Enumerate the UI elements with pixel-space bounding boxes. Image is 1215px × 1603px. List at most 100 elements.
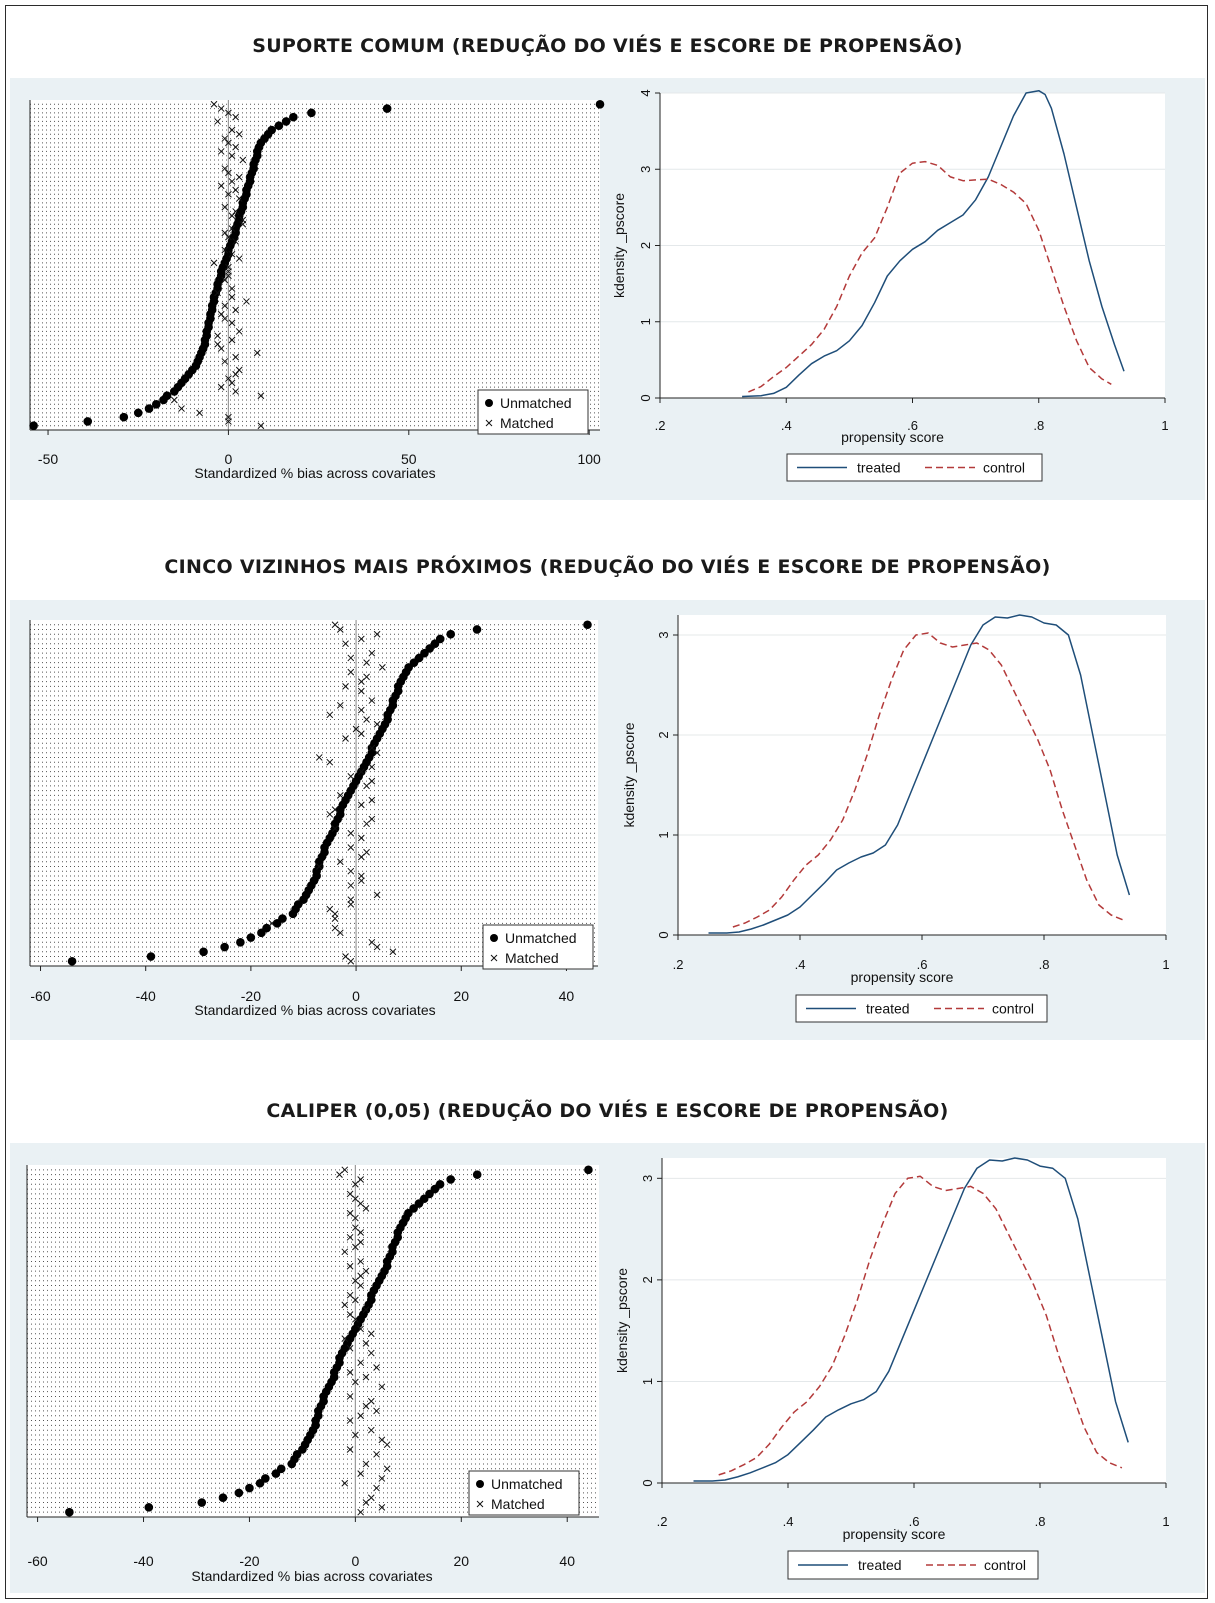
- matched-point: [378, 1504, 386, 1511]
- y-tick-label: 4: [638, 89, 653, 96]
- matched-point: [362, 1340, 370, 1347]
- matched-point-stroke: [347, 773, 355, 780]
- matched-point-stroke: [362, 1267, 370, 1275]
- matched-point: [221, 358, 229, 365]
- matched-point: [363, 782, 370, 790]
- matched-point-stroke: [210, 100, 218, 108]
- x-axis-label: Standardized % bias across covariates: [194, 1002, 435, 1018]
- matched-point-stroke: [362, 1306, 370, 1314]
- matched-point-stroke: [389, 948, 397, 956]
- x-tick-label: -60: [27, 1553, 47, 1569]
- matched-point-stroke: [357, 1272, 365, 1280]
- matched-point: [346, 1291, 354, 1299]
- matched-point-stroke: [257, 422, 265, 430]
- matched-point: [257, 392, 265, 400]
- x-tick-label: -20: [239, 1553, 259, 1569]
- matched-point-stroke: [363, 820, 370, 828]
- matched-point-stroke: [235, 130, 243, 138]
- matched-point: [357, 872, 365, 880]
- unmatched-point: [199, 947, 208, 957]
- matched-point: [210, 259, 218, 267]
- x-tick-label: .4: [795, 957, 806, 972]
- matched-point: [357, 1229, 365, 1236]
- matched-point-stroke: [352, 1214, 359, 1222]
- matched-point: [362, 1460, 370, 1468]
- legend-matched-label: Matched: [491, 1496, 545, 1512]
- matched-point: [347, 896, 355, 903]
- matched-point-stroke: [367, 1397, 375, 1405]
- matched-point-stroke: [347, 654, 355, 662]
- matched-point-stroke: [341, 1301, 349, 1309]
- matched-point: [225, 169, 232, 177]
- matched-point-stroke: [214, 289, 221, 297]
- matched-point: [228, 212, 236, 220]
- matched-point: [232, 306, 239, 314]
- matched-point: [357, 1176, 365, 1183]
- matched-point-stroke: [228, 250, 236, 258]
- x-axis-label: propensity score: [851, 969, 954, 985]
- matched-point: [362, 1306, 370, 1314]
- matched-point-stroke: [315, 754, 323, 761]
- matched-point: [357, 834, 365, 842]
- matched-point-stroke: [346, 1417, 354, 1424]
- x-tick-label: 40: [559, 988, 575, 1004]
- matched-point-stroke: [367, 1330, 375, 1338]
- matched-point: [367, 1426, 375, 1434]
- y-tick-label: 2: [638, 242, 653, 249]
- matched-point-stroke: [331, 915, 339, 922]
- unmatched-point: [119, 412, 129, 422]
- bias-chart-caliper: -60 -40 -20 0 20 40 Standardized % bias across…: [26, 1165, 599, 1584]
- x-tick-label: -60: [30, 988, 50, 1004]
- matched-point-stroke: [225, 418, 232, 425]
- matched-point-stroke: [357, 1412, 365, 1420]
- matched-point: [357, 687, 365, 695]
- matched-point-stroke: [373, 749, 381, 757]
- legend-matched-marker: [476, 1500, 484, 1508]
- matched-point: [346, 1446, 354, 1453]
- unmatched-point: [144, 1503, 154, 1512]
- y-axis-label: kdensity _pscore: [621, 722, 637, 827]
- legend-unmatched-marker: [485, 399, 493, 407]
- matched-point-stroke: [232, 238, 239, 245]
- matched-point: [378, 1475, 386, 1482]
- x-tick-label: 20: [453, 988, 469, 1004]
- legend-control-label: control: [984, 1557, 1026, 1573]
- matched-point: [347, 654, 355, 662]
- matched-point-stroke: [352, 1195, 359, 1203]
- matched-point: [225, 109, 232, 117]
- unmatched-point: [218, 1493, 228, 1503]
- matched-point-stroke: [346, 1291, 354, 1299]
- matched-point: [352, 1277, 359, 1285]
- matched-point-stroke: [217, 148, 225, 155]
- matched-point-stroke: [336, 929, 344, 937]
- matched-point-stroke: [336, 792, 344, 799]
- matched-point-stroke: [346, 1368, 354, 1376]
- matched-point-stroke: [214, 340, 221, 348]
- matched-point-stroke: [346, 1446, 354, 1453]
- matched-point: [341, 1301, 349, 1309]
- matched-point-stroke: [232, 113, 239, 121]
- matched-point-stroke: [373, 1407, 380, 1415]
- matched-point: [352, 1431, 359, 1439]
- matched-point: [228, 336, 236, 344]
- matched-point: [228, 285, 236, 292]
- matched-point: [367, 1330, 375, 1338]
- unmatched-point: [307, 108, 316, 118]
- unmatched-point: [435, 1179, 445, 1189]
- matched-point: [347, 882, 355, 889]
- matched-point: [232, 238, 239, 245]
- matched-point-stroke: [217, 345, 225, 352]
- matched-point: [346, 1417, 354, 1424]
- matched-point: [367, 1349, 375, 1357]
- matched-point: [347, 957, 355, 965]
- unmatched-point: [267, 125, 277, 135]
- matched-point: [347, 901, 355, 908]
- matched-point-stroke: [217, 105, 225, 112]
- unmatched-point: [151, 399, 161, 409]
- matched-point: [347, 867, 355, 875]
- matched-point: [257, 422, 265, 430]
- matched-point: [357, 730, 365, 738]
- unmatched-point: [146, 952, 156, 961]
- matched-point-stroke: [357, 853, 365, 861]
- matched-point-stroke: [362, 1499, 370, 1506]
